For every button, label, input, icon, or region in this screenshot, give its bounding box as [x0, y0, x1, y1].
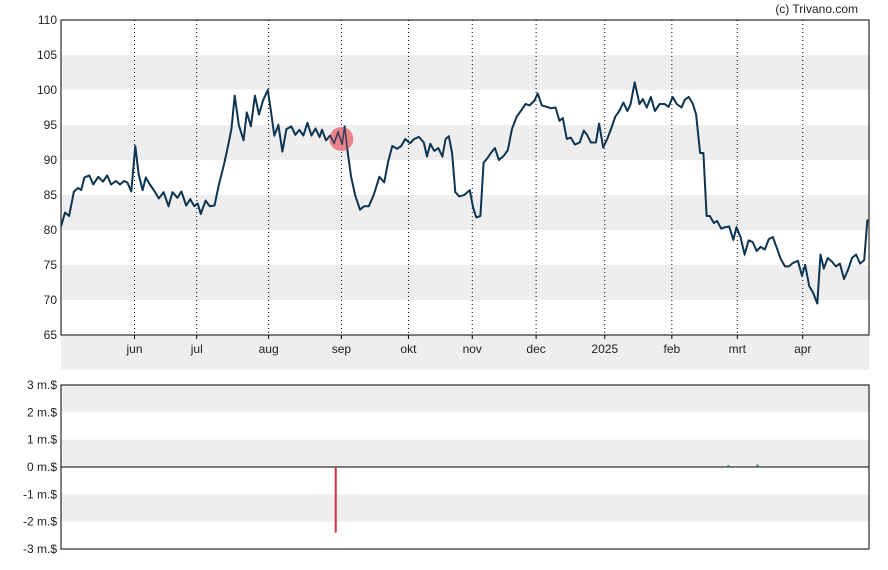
- x-tick-label: feb: [664, 342, 681, 356]
- y-tick-label: 2 m.$: [27, 405, 57, 419]
- y-tick-label: 110: [38, 13, 57, 27]
- grid-band: [61, 439, 869, 467]
- plot-frame: [60, 19, 870, 336]
- x-tick-label: jun: [126, 342, 143, 356]
- y-tick-label: -1 m.$: [23, 487, 57, 501]
- price-line-overlay: [60, 82, 868, 304]
- y-tick-label: 3 m.$: [27, 378, 57, 392]
- x-tick-label: dec: [526, 342, 545, 356]
- x-tick-label: okt: [400, 342, 417, 356]
- x-tick-label: aug: [259, 342, 279, 356]
- y-tick-label: 1 m.$: [27, 433, 57, 447]
- event-marker: [329, 127, 354, 151]
- grid-band: [61, 195, 869, 230]
- y-tick-label: 65: [44, 328, 58, 342]
- grid-band: [61, 265, 869, 300]
- y-tick-label: -3 m.$: [23, 542, 57, 556]
- x-tick-label: nov: [463, 342, 482, 356]
- y-tick-label: 70: [44, 293, 58, 307]
- credit-text: (c) Trivano.com: [775, 2, 858, 16]
- x-tick-label: jul: [190, 342, 203, 356]
- grid-band: [61, 125, 869, 160]
- y-tick-label: 100: [37, 83, 57, 97]
- grid-band: [61, 55, 869, 90]
- grid-band: [61, 335, 869, 370]
- grid-band: [61, 385, 869, 413]
- y-tick-label: 95: [44, 118, 58, 132]
- y-tick-label: 0 m.$: [27, 460, 57, 474]
- y-tick-label: 85: [44, 188, 58, 202]
- volume-chart: 3 m.$ 2 m.$ 1 m.$ 0 m.$ -1 m.$ -2 m.$ -3 m.$: [23, 378, 870, 556]
- y-tick-label: 75: [44, 258, 58, 272]
- y-tick-label: 105: [37, 48, 57, 62]
- price-chart: 110 105 100 95 90 85 80 75 70 65 jun jul aug sep okt no…: [37, 13, 870, 370]
- y-tick-label: -2 m.$: [23, 515, 57, 529]
- x-tick-label: sep: [332, 342, 352, 356]
- y-tick-label: 90: [44, 153, 58, 167]
- x-tick-label: mrt: [729, 342, 747, 356]
- y-tick-label: 80: [44, 223, 58, 237]
- x-tick-label: apr: [794, 342, 811, 356]
- grid-band: [61, 494, 869, 522]
- x-tick-label: 2025: [591, 342, 618, 356]
